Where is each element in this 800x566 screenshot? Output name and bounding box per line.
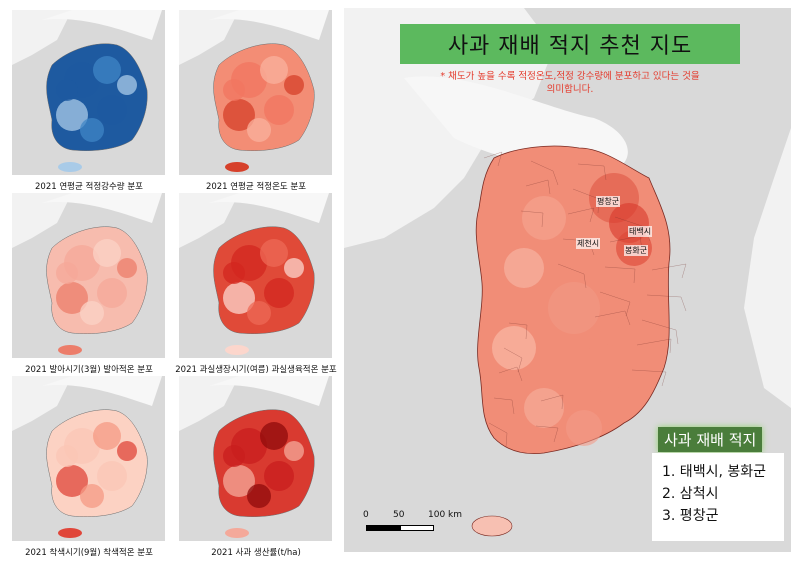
district-border xyxy=(594,310,631,326)
scale-label-100: 100 km xyxy=(428,510,463,520)
district-border xyxy=(651,263,687,279)
main-map-svg xyxy=(344,8,791,537)
city-label-bonghwa: 봉화군 xyxy=(624,245,649,256)
saturation-note-line1: * 채도가 높을 수록 적정온도,적정 강수량에 분포하고 있다는 것을 xyxy=(440,71,700,82)
intensity-patch xyxy=(566,410,602,446)
small-map-svg xyxy=(12,193,162,355)
small-map-2 xyxy=(179,10,332,175)
district-border xyxy=(540,394,564,410)
small-map-caption-1: 2021 연평균 적정강수량 분포 xyxy=(35,182,143,192)
intensity-patch xyxy=(504,248,544,288)
intensity-patch xyxy=(580,344,628,392)
city-label-pyeongchang: 평창군 xyxy=(596,196,621,207)
legend-item-1: 1. 태백시, 봉화군 xyxy=(662,464,766,480)
small-map-6 xyxy=(179,376,332,541)
district-border xyxy=(557,263,587,289)
district-border xyxy=(599,291,631,317)
saturation-note: * 채도가 높을 수록 적정온도,적정 강수량에 분포하고 있다는 것을 의미합… xyxy=(400,70,740,96)
district-border xyxy=(636,338,672,354)
intensity-patch xyxy=(492,326,536,370)
district-border xyxy=(567,207,595,223)
small-map-svg xyxy=(12,10,162,172)
district-border xyxy=(520,210,544,228)
city-label-jecheon: 제천시 xyxy=(576,238,601,249)
legend-item-3: 3. 평창군 xyxy=(662,508,719,524)
small-map-svg xyxy=(12,376,162,538)
district-border xyxy=(493,397,515,415)
city-label-taebaek: 태백시 xyxy=(628,226,653,237)
small-map-caption-5: 2021 착색시기(9월) 착색적온 분포 xyxy=(25,548,153,558)
district-border xyxy=(641,319,679,345)
scale-segment-black xyxy=(366,525,400,531)
scale-label-50: 50 xyxy=(393,510,405,520)
scale-label-0: 0 xyxy=(363,510,369,520)
small-map-caption-4: 2021 과실생장시기(여름) 과실생육적온 분포 xyxy=(175,365,337,375)
legend-title: 사과 재배 적지 xyxy=(658,427,763,452)
small-map-4 xyxy=(179,193,332,358)
map-title: 사과 재배 적지 추천 지도 xyxy=(400,24,740,64)
district-border xyxy=(535,425,559,443)
saturation-note-line2: 의미합니다. xyxy=(546,84,594,95)
small-map-5 xyxy=(12,376,165,541)
district-border xyxy=(503,347,523,373)
small-map-caption-6: 2021 사과 생산률(t/ha) xyxy=(211,548,301,558)
district-border xyxy=(577,163,607,181)
district-border xyxy=(498,366,523,382)
legend-item-2: 2. 삼척시 xyxy=(662,486,719,502)
intensity-patch xyxy=(548,282,600,334)
legend-list: 1. 태백시, 봉화군 2. 삼척시 3. 평창군 xyxy=(652,453,784,541)
small-map-svg xyxy=(179,376,329,538)
small-map-caption-3: 2021 발아시기(3월) 발아적온 분포 xyxy=(25,365,153,375)
district-border xyxy=(483,151,503,167)
jeju-island xyxy=(471,515,513,537)
small-map-svg xyxy=(179,10,329,172)
intensity-patch xyxy=(522,196,566,240)
small-map-3 xyxy=(12,193,165,358)
district-border xyxy=(530,160,559,186)
district-border xyxy=(604,266,636,284)
intensity-patch xyxy=(524,388,564,428)
district-border xyxy=(646,294,687,312)
district-border xyxy=(631,369,667,387)
japan-landmass xyxy=(744,128,791,408)
district-border xyxy=(508,322,528,340)
district-border xyxy=(488,422,508,448)
small-map-1 xyxy=(12,10,165,175)
small-map-svg xyxy=(179,193,329,355)
district-border xyxy=(525,179,551,195)
small-map-caption-2: 2021 연평균 적정온도 분포 xyxy=(205,182,307,192)
scale-bar: 0 50 100 km xyxy=(360,510,475,540)
scale-segment-white xyxy=(400,525,434,531)
